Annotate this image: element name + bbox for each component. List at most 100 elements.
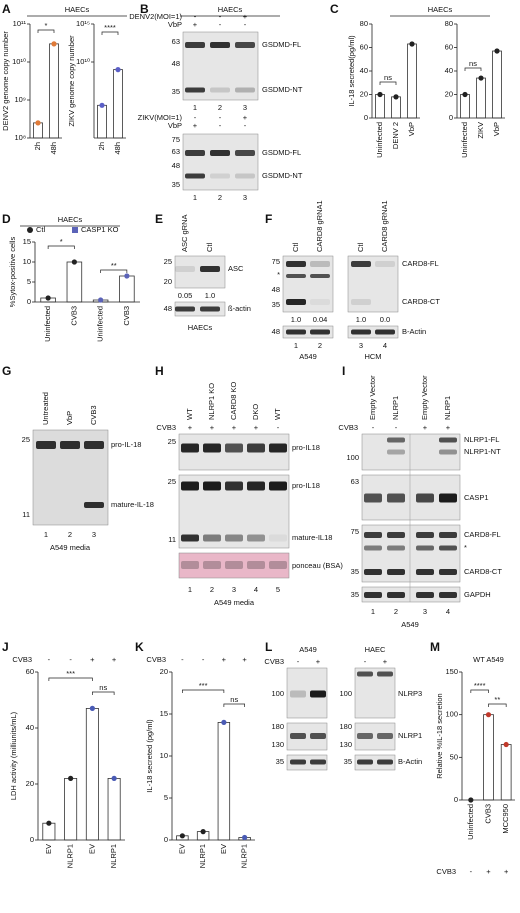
band	[439, 493, 457, 503]
band-label: GSDMD-NT	[262, 85, 303, 94]
mw-marker: 48	[172, 161, 180, 170]
y-tick-label: 10	[160, 751, 168, 760]
condition-label: CVB3	[338, 423, 358, 432]
mw-marker: 63	[172, 37, 180, 46]
mw-marker: 35	[172, 180, 180, 189]
significance-bracket	[223, 703, 245, 707]
condition-sign: -	[244, 20, 247, 29]
condition-sign: +	[232, 423, 237, 432]
x-tick-label: CVB3	[69, 306, 78, 326]
band	[357, 759, 373, 765]
data-dot	[494, 48, 500, 54]
quantification: 0.04	[313, 315, 328, 324]
bar	[492, 50, 502, 119]
y-tick-label: 10⁸	[14, 133, 26, 142]
band	[416, 569, 434, 575]
bar	[500, 744, 512, 801]
condition-sign: -	[219, 121, 222, 130]
y-tick-label: 5	[27, 277, 31, 286]
y-tick-label: 15	[23, 237, 31, 246]
condition-sign: -	[470, 867, 473, 876]
y-axis-label: LDH activity (milliunits/mL)	[9, 711, 18, 800]
data-dot	[462, 91, 468, 98]
mw-marker: 75	[351, 527, 359, 536]
column-label: Ctl	[356, 243, 365, 253]
y-axis-label: IL-18 secreted(pg/ml)	[347, 35, 356, 107]
y-tick-label: 0	[454, 795, 458, 804]
column-label: CARD8 gRNA1	[315, 200, 324, 252]
y-tick-label: 40	[445, 66, 453, 75]
band	[357, 733, 373, 739]
cell-label: A549	[299, 645, 317, 654]
condition-sign: +	[446, 423, 451, 432]
band-label: NLRP1	[398, 731, 422, 740]
mw-marker: 100	[339, 689, 352, 698]
condition-sign: -	[395, 423, 398, 432]
x-tick-label: NLRP1	[240, 844, 249, 868]
panel-header: HAECs	[58, 215, 83, 224]
x-tick-label: Uninfected	[96, 306, 105, 342]
x-tick-label: VbP	[407, 122, 416, 136]
column-label: WT	[273, 408, 282, 420]
band	[387, 449, 405, 455]
band	[286, 299, 306, 305]
band	[210, 87, 230, 93]
band	[377, 733, 393, 739]
column-label: Untreated	[41, 392, 50, 425]
band-label: ponceau (BSA)	[292, 561, 343, 570]
band	[375, 329, 395, 335]
band	[203, 561, 221, 569]
band	[416, 545, 434, 551]
band	[286, 329, 306, 335]
condition-sign: +	[254, 423, 259, 432]
mw-marker: 130	[271, 740, 284, 749]
x-tick-label: DENV 2	[391, 122, 400, 149]
mw-marker: 11	[22, 510, 30, 519]
blot	[361, 586, 461, 603]
band-label: CARD8-FL	[402, 259, 439, 268]
mw-marker: 100	[346, 453, 359, 462]
band	[364, 569, 382, 575]
legend-label: Ctl	[36, 225, 46, 234]
mw-marker: 180	[339, 722, 352, 731]
bar	[107, 778, 121, 841]
x-tick-label: EV	[44, 844, 53, 854]
ponceau-stain	[178, 552, 290, 579]
band	[416, 592, 434, 598]
data-dot	[98, 297, 104, 303]
band	[175, 266, 195, 272]
condition-sign: -	[372, 423, 375, 432]
band	[247, 481, 265, 491]
x-tick-label: 48h	[49, 142, 58, 155]
lane-number: 1	[44, 530, 48, 539]
band	[286, 274, 306, 278]
mw-marker: 35	[351, 590, 359, 599]
legend-label: CASP1 KO	[81, 225, 119, 234]
band	[310, 274, 330, 278]
x-tick-label: 2h	[97, 142, 106, 150]
band	[225, 481, 243, 491]
y-tick-label: 50	[450, 752, 458, 761]
significance-bracket	[182, 689, 225, 693]
condition-sign: -	[48, 655, 51, 664]
mw-marker: 48	[164, 304, 172, 313]
lane-number: 1	[193, 103, 197, 112]
band-label: pro-IL18	[292, 443, 320, 452]
significance-bracket	[37, 29, 55, 33]
band	[310, 299, 330, 305]
x-tick-label: Uninfected	[466, 804, 475, 840]
band	[310, 759, 326, 765]
condition-sign: +	[243, 113, 248, 122]
data-dot	[68, 775, 74, 782]
lane-number: 3	[423, 607, 427, 616]
blot	[347, 325, 399, 339]
band	[387, 569, 405, 575]
lane-number: 3	[359, 341, 363, 350]
band-label: ASC	[228, 264, 244, 273]
panel-letter: G	[2, 364, 11, 378]
band-label: NLRP3	[398, 689, 422, 698]
y-tick-label: 10¹⁵	[76, 19, 90, 28]
column-label: Ctl	[291, 243, 300, 253]
column-label: VbP	[65, 411, 74, 425]
